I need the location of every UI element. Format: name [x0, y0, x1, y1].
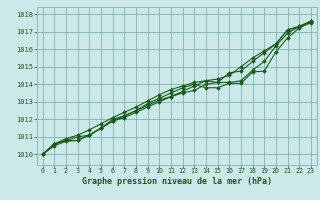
X-axis label: Graphe pression niveau de la mer (hPa): Graphe pression niveau de la mer (hPa) [82, 177, 272, 186]
